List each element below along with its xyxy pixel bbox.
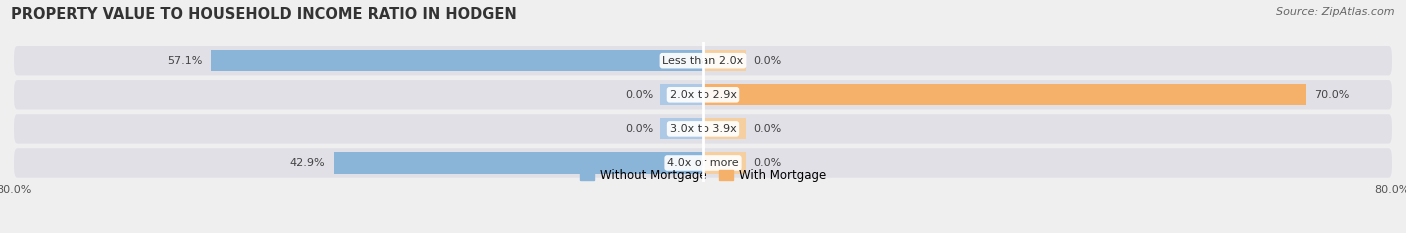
Text: 0.0%: 0.0% bbox=[754, 56, 782, 66]
Text: 3.0x to 3.9x: 3.0x to 3.9x bbox=[669, 124, 737, 134]
Text: 42.9%: 42.9% bbox=[290, 158, 325, 168]
Text: Less than 2.0x: Less than 2.0x bbox=[662, 56, 744, 66]
Bar bbox=[659, 84, 703, 105]
Bar bbox=[333, 152, 703, 174]
Text: 0.0%: 0.0% bbox=[624, 90, 652, 100]
Bar bbox=[211, 50, 703, 71]
FancyBboxPatch shape bbox=[14, 46, 1392, 75]
Legend: Without Mortgage, With Mortgage: Without Mortgage, With Mortgage bbox=[575, 164, 831, 187]
Text: 0.0%: 0.0% bbox=[754, 158, 782, 168]
Text: 2.0x to 2.9x: 2.0x to 2.9x bbox=[669, 90, 737, 100]
Text: 0.0%: 0.0% bbox=[754, 124, 782, 134]
Bar bbox=[703, 118, 747, 140]
Text: 57.1%: 57.1% bbox=[167, 56, 202, 66]
FancyBboxPatch shape bbox=[14, 148, 1392, 178]
FancyBboxPatch shape bbox=[14, 114, 1392, 144]
Bar bbox=[659, 118, 703, 140]
Bar bbox=[703, 50, 747, 71]
Text: 70.0%: 70.0% bbox=[1315, 90, 1350, 100]
Bar bbox=[703, 152, 747, 174]
Text: PROPERTY VALUE TO HOUSEHOLD INCOME RATIO IN HODGEN: PROPERTY VALUE TO HOUSEHOLD INCOME RATIO… bbox=[11, 7, 517, 22]
Text: Source: ZipAtlas.com: Source: ZipAtlas.com bbox=[1277, 7, 1395, 17]
Text: 0.0%: 0.0% bbox=[624, 124, 652, 134]
Bar bbox=[703, 84, 1306, 105]
Text: 4.0x or more: 4.0x or more bbox=[668, 158, 738, 168]
FancyBboxPatch shape bbox=[14, 80, 1392, 110]
